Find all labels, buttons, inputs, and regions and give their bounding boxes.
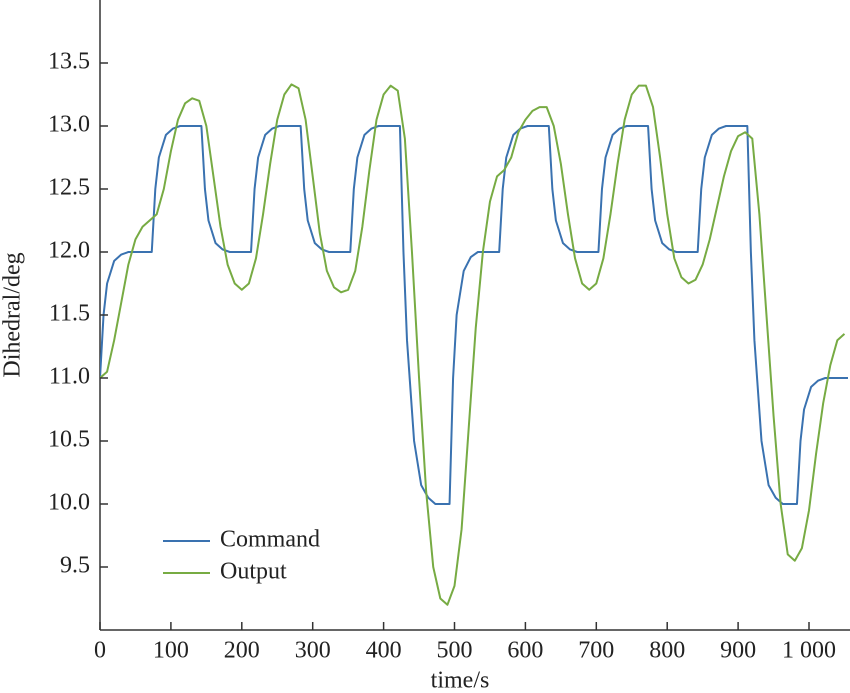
line-series — [100, 125, 848, 505]
y-tick-label: 13.5 — [48, 49, 90, 75]
x-axis-label: time/s — [431, 668, 490, 693]
legend-label: Output — [220, 559, 287, 585]
x-tick-label: 400 — [366, 638, 402, 664]
x-tick-label: 1 000 — [782, 638, 836, 664]
y-tick-label: 10.5 — [48, 427, 90, 453]
y-axis-label: Dihedral/deg — [0, 252, 26, 377]
y-tick-label: 13.0 — [48, 112, 90, 138]
x-tick-label: 800 — [649, 638, 685, 664]
x-tick-label: 300 — [295, 638, 331, 664]
y-tick-label: 10.0 — [48, 490, 90, 516]
x-tick-label: 100 — [153, 638, 189, 664]
y-tick-label: 12.5 — [48, 175, 90, 201]
x-tick-label: 900 — [720, 638, 756, 664]
plot-area — [100, 83, 848, 606]
x-tick-label: 0 — [94, 638, 106, 664]
y-tick-label: 12.0 — [48, 238, 90, 264]
y-tick-label: 11.5 — [49, 301, 90, 327]
line-series — [100, 83, 846, 606]
x-tick-label: 700 — [578, 638, 614, 664]
x-tick-label: 200 — [224, 638, 260, 664]
x-tick-label: 500 — [437, 638, 473, 664]
x-tick-label: 600 — [507, 638, 543, 664]
legend-label: Command — [220, 527, 320, 553]
y-tick-label: 9.5 — [60, 553, 90, 579]
y-tick-label: 11.0 — [49, 364, 90, 390]
